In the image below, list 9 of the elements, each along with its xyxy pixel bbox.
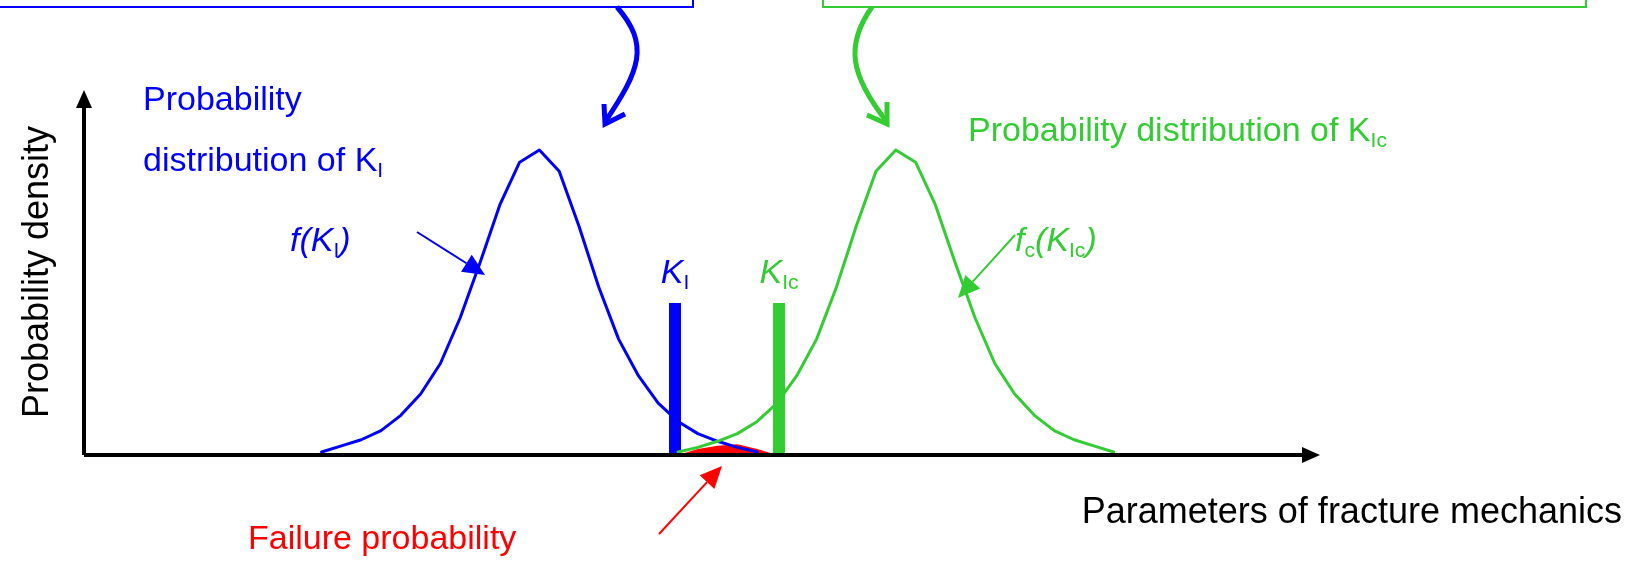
annotation: f$_{c}$(K$_{Ic}$): [1015, 220, 1097, 261]
annotation: Probability distribution of K$_{I}$: [143, 79, 384, 182]
annotation: K$_{I}$: [660, 252, 690, 293]
text: Failure probability: [248, 518, 517, 556]
annotation: K$_{Ic}$: [759, 252, 799, 293]
y-axis-title: Probability density: [15, 125, 56, 419]
annotation: f(K$_{I}$): [290, 220, 351, 261]
x-axis-title: Parameters of fracture mechanics: [1081, 490, 1622, 531]
annotation: Probability distribution of K$_{Ic}$: [968, 110, 1387, 151]
